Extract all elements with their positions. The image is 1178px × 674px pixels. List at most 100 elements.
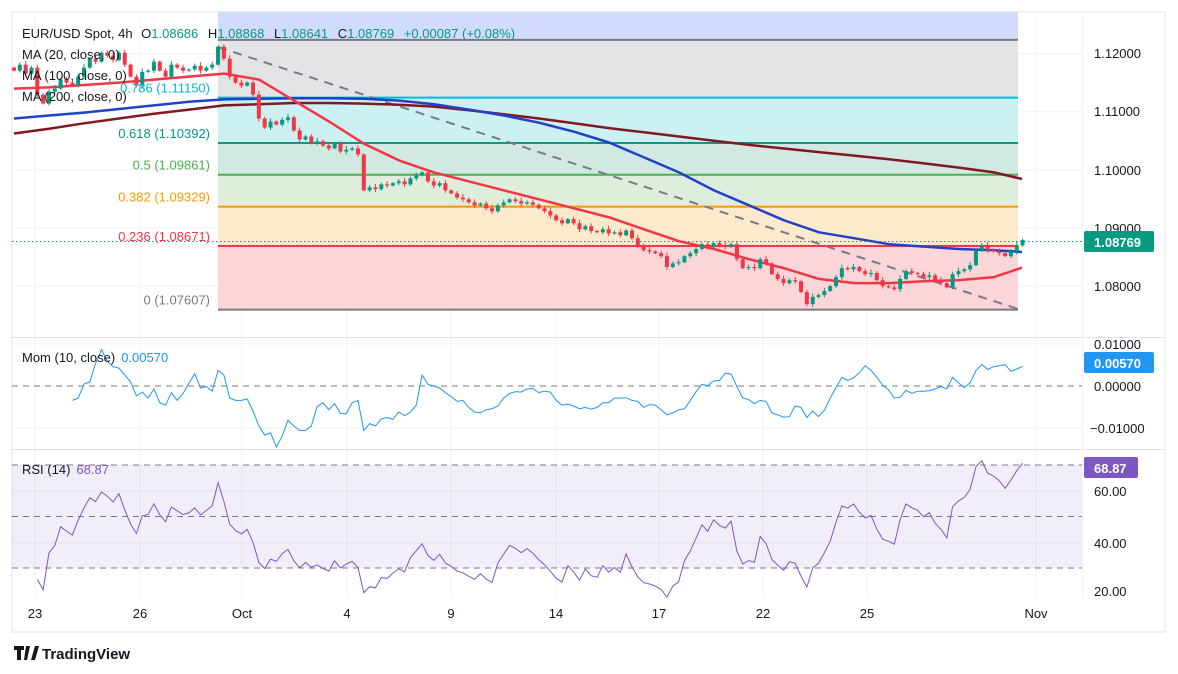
open-label: O (141, 26, 151, 41)
candle (420, 171, 425, 177)
candle-body (501, 202, 506, 206)
main-legend: EUR/USD Spot, 4h O1.08686 H1.08868 L1.08… (22, 26, 515, 104)
candle (938, 277, 943, 286)
candle-body (717, 243, 722, 246)
candle (501, 199, 506, 208)
candle (472, 199, 477, 208)
candle (280, 117, 285, 127)
candle (629, 228, 634, 241)
date-tick: 9 (447, 606, 454, 621)
close-value: 1.08769 (347, 26, 394, 41)
candle (221, 44, 226, 61)
candle (390, 181, 395, 187)
momentum-legend[interactable]: Mom (10, close) 0.00570 (22, 350, 168, 365)
candle-body (449, 190, 454, 194)
candle (46, 89, 51, 106)
tradingview-logo[interactable]: TradingView (14, 646, 130, 663)
candle-body (355, 148, 360, 155)
candle-body (670, 263, 675, 267)
candle (140, 68, 145, 89)
candle-body (344, 149, 349, 152)
candle (880, 277, 885, 289)
trend-line[interactable] (217, 46, 1019, 310)
candle-body (495, 205, 500, 212)
candle (251, 80, 256, 97)
candle-body (303, 136, 308, 140)
date-tick: 25 (860, 606, 874, 621)
candle-body (122, 52, 127, 65)
candle (542, 205, 547, 214)
candle (320, 139, 325, 147)
candle (192, 63, 197, 72)
change-value: +0.00087 (+0.08%) (404, 26, 515, 41)
price-axis[interactable]: 1.12000 1.11000 1.10000 1.09000 1.08000 … (1084, 46, 1154, 294)
candle (367, 184, 372, 193)
price-tick: 1.12000 (1094, 46, 1141, 61)
candle-body (886, 286, 891, 288)
date-tick: 4 (343, 606, 350, 621)
ma20-legend[interactable]: MA (20, close, 0) (22, 47, 120, 62)
candle (583, 224, 588, 231)
momentum-line (72, 348, 1023, 449)
candle (985, 241, 990, 254)
candle (227, 55, 232, 80)
candle (898, 275, 903, 292)
candle (344, 146, 349, 155)
candle (105, 50, 110, 58)
candle (723, 241, 728, 250)
candle-body (455, 193, 460, 198)
candle (694, 245, 699, 257)
candle (355, 145, 360, 157)
candle (793, 277, 798, 284)
momentum-axis-value: 0.00570 (1094, 356, 1141, 371)
candle-body (629, 230, 634, 239)
candle (909, 268, 914, 276)
candle-body (950, 274, 955, 288)
rsi-legend[interactable]: RSI (14) 68.87 (22, 462, 109, 477)
candle-body (571, 219, 576, 224)
candle (513, 196, 518, 204)
candle (688, 250, 693, 259)
candle (600, 226, 605, 235)
candle (746, 264, 751, 271)
candle-body (793, 280, 798, 282)
candle (443, 180, 448, 193)
candle-body (192, 65, 197, 70)
candle-body (350, 148, 355, 150)
candle (711, 241, 716, 249)
ma100-legend[interactable]: MA (100, close, 0) (22, 68, 127, 83)
candle-body (315, 141, 320, 143)
rsi-tick: 40.00 (1094, 536, 1127, 551)
candle-body (705, 244, 710, 248)
candle-body (944, 283, 949, 288)
candle-body (694, 249, 699, 254)
candle (35, 64, 40, 97)
candle-body (23, 64, 28, 74)
candle-body (688, 253, 693, 257)
candle-body (624, 230, 629, 236)
candle-body (239, 82, 244, 86)
candle (146, 68, 151, 74)
candle (239, 79, 244, 89)
candle (921, 271, 926, 280)
candle (408, 176, 413, 186)
candle (624, 229, 629, 237)
candle (186, 68, 191, 72)
candle (175, 62, 180, 70)
candle (204, 65, 209, 73)
candle-body (635, 238, 640, 246)
candle-body (408, 178, 413, 185)
date-tick: Nov (1024, 606, 1048, 621)
date-axis[interactable]: 23 26 Oct 4 9 14 17 22 25 Nov (28, 606, 1048, 621)
momentum-axis[interactable]: 0.01000 0.00000 −0.01000 0.00570 (1084, 337, 1154, 436)
ma200-legend[interactable]: MA (200, close, 0) (22, 89, 127, 104)
candle-body (973, 250, 978, 266)
candle-body (245, 82, 250, 86)
candle-body (600, 229, 605, 233)
candle (41, 93, 46, 105)
candle (525, 200, 530, 205)
candle (740, 257, 745, 270)
rsi-axis[interactable]: 60.00 40.00 20.00 68.87 (1084, 457, 1138, 599)
candle (23, 61, 28, 77)
